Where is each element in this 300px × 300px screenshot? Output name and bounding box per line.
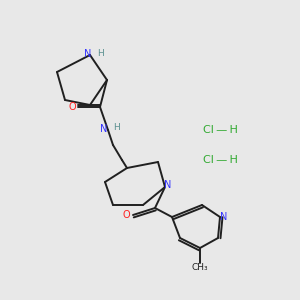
Text: O: O [122,210,130,220]
Text: Cl — H: Cl — H [202,155,237,165]
Text: Cl — H: Cl — H [202,125,237,135]
Text: N: N [220,212,228,222]
Text: H: H [112,124,119,133]
Text: H: H [97,49,104,58]
Text: N: N [84,49,92,59]
Text: N: N [100,124,108,134]
Text: N: N [164,180,172,190]
Text: O: O [68,102,76,112]
Text: CH₃: CH₃ [192,263,208,272]
